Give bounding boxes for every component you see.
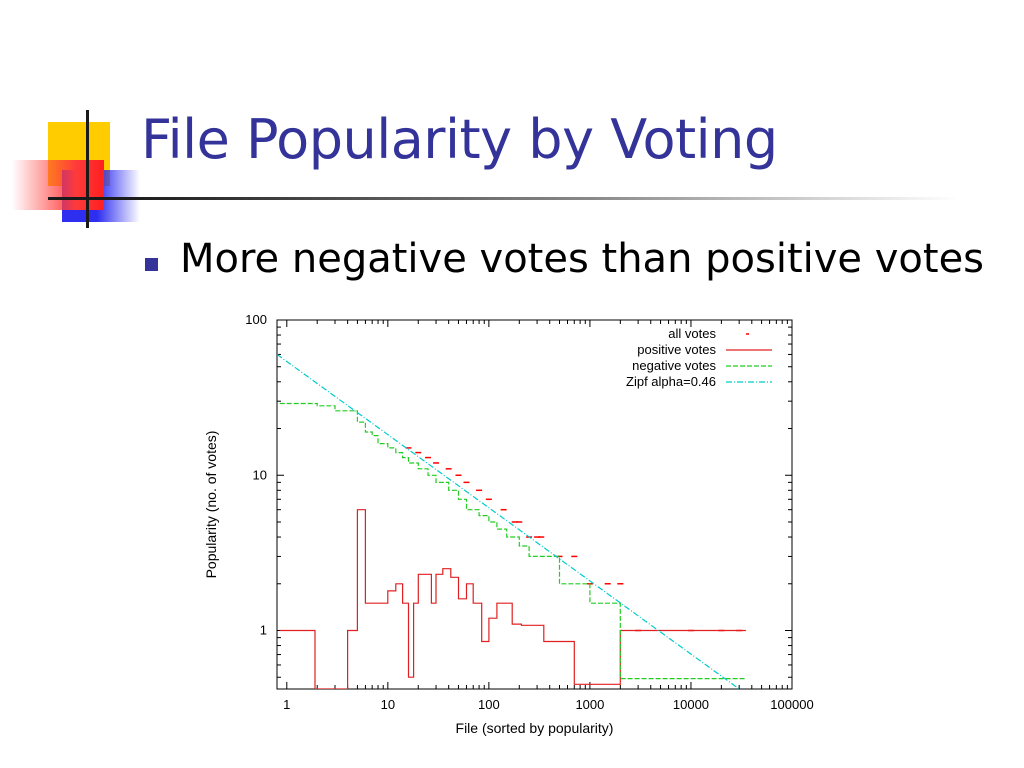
legend-label-all-votes: all votes bbox=[668, 326, 716, 341]
bullet-marker bbox=[145, 258, 158, 271]
legend-label-positive-votes: positive votes bbox=[637, 342, 716, 357]
x-axis-label: File (sorted by popularity) bbox=[456, 720, 614, 736]
x-tick-label: 100000 bbox=[770, 697, 813, 712]
x-tick-label: 100 bbox=[478, 697, 500, 712]
decor-vertical-line bbox=[86, 110, 89, 228]
popularity-chart: 1 10 100 1000 10000 100000 1 10 100 File (sorted … bbox=[203, 312, 814, 736]
legend-label-negative-votes: negative votes bbox=[632, 358, 716, 373]
plot-frame bbox=[276, 319, 793, 690]
negative-votes-line bbox=[279, 402, 746, 680]
x-tick-label: 10000 bbox=[673, 697, 709, 712]
y-tick-label: 10 bbox=[253, 467, 267, 482]
title-underline bbox=[48, 197, 958, 200]
zipf-alpha-0-46-line bbox=[277, 353, 740, 689]
x-tick-label: 1000 bbox=[575, 697, 604, 712]
y-axis-label: Popularity (no. of votes) bbox=[203, 431, 219, 579]
bullet-item: More negative votes than positive votes bbox=[180, 236, 985, 282]
y-tick-label: 1 bbox=[260, 623, 267, 638]
y-tick-label: 100 bbox=[245, 312, 267, 327]
slide-title: File Popularity by Voting bbox=[141, 108, 778, 171]
chart-layer: 1 10 100 1000 10000 100000 1 10 100 File (sorted … bbox=[203, 312, 814, 736]
decor-red-square bbox=[12, 160, 104, 210]
x-tick-label: 1 bbox=[283, 697, 290, 712]
x-tick-label: 10 bbox=[381, 697, 395, 712]
plot-area bbox=[277, 353, 746, 689]
positive-votes-line bbox=[279, 509, 746, 689]
legend-label-zipf-alpha-0-46: Zipf alpha=0.46 bbox=[626, 374, 716, 389]
